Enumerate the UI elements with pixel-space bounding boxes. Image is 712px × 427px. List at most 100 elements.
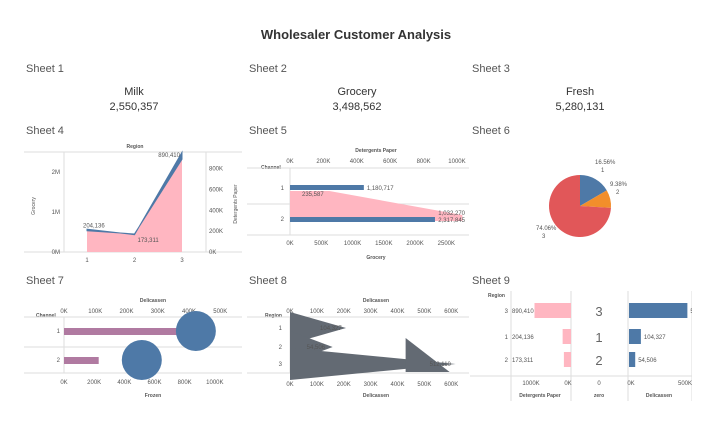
sheet-8-region-header: Region	[265, 313, 282, 319]
sheet-4-detergents-area	[86, 150, 183, 236]
sheet-7-top-tick: 400K	[182, 309, 196, 315]
sheet-7-top-tick: 500K	[213, 309, 227, 315]
sheet-5-row-label: 2	[281, 217, 285, 223]
sheet-5-top-tick: 800K	[417, 159, 431, 165]
sheet-8-top-tick: 400K	[390, 309, 404, 315]
sheet-8-delicassen-triangle	[290, 312, 347, 344]
kpi-milk-name: Milk	[124, 86, 144, 98]
sheet-9-region-header: Region	[488, 293, 505, 299]
sheet-1-label: Sheet 1	[26, 63, 64, 75]
sheet-9-delicassen-label: 54,506	[638, 358, 657, 364]
sheet-7-x-axis-label: Frozen	[145, 393, 161, 399]
sheet-7-bottom-tick: 0K	[60, 380, 67, 386]
sheet-9-delicassen-tick: 0K	[627, 381, 634, 387]
sheet-8-delicassen-triangle	[290, 348, 456, 380]
sheet-4-right-axis-label: Detergents Paper	[233, 184, 239, 224]
sheet-4-left-tick: 1M	[52, 210, 60, 216]
sheet-5-grocery-bar	[290, 185, 364, 190]
sheet-8-bottom-tick: 500K	[417, 382, 431, 388]
sheet-7-frozen-bar	[64, 357, 99, 364]
sheet-4-right-tick: 600K	[209, 188, 223, 194]
sheet-3-label: Sheet 3	[472, 63, 510, 75]
sheet-8-bottom-tick: 400K	[390, 382, 404, 388]
sheet-4-x-tick: 3	[180, 258, 184, 264]
sheet-8-title: Delicassen	[363, 298, 389, 304]
sheet-4-data-label: 173,311	[138, 238, 160, 244]
sheet-7-title: Delicassen	[140, 298, 166, 304]
sheet-9-delicassen-header: Delicassen	[646, 393, 672, 399]
sheet-9-detergents-header: Detergents Paper	[519, 393, 560, 399]
sheet-9-detergents-tick: 0K	[564, 381, 571, 387]
sheet-4-title: Region	[127, 144, 144, 150]
sheet-5-data-label: 2,317,845	[438, 218, 465, 224]
sheet-5-top-tick: 0K	[286, 159, 293, 165]
sheet-4-left-tick: 2M	[52, 170, 60, 176]
sheet-9-zero-value: 2	[595, 353, 602, 368]
sheet-6-slice-label: 1	[601, 168, 605, 174]
sheet-5-top-tick: 1000K	[448, 159, 465, 165]
sheet-8-data-label: 512,110	[430, 362, 452, 368]
sheet-5-bottom-tick: 500K	[314, 241, 328, 247]
sheet-8-bottom-tick: 100K	[310, 382, 324, 388]
sheet-6-percent-label: 16.56%	[595, 160, 616, 166]
sheet-9-detergents-label: 204,136	[512, 335, 534, 341]
kpi-fresh: Fresh 5,280,131	[470, 86, 690, 113]
sheet-8-row-label: 1	[279, 326, 283, 332]
sheet-4-label: Sheet 4	[26, 125, 64, 137]
sheet-9-delicassen-label: 512,110	[690, 309, 692, 315]
sheet-6-slice	[580, 175, 607, 206]
sheet-7-chart: Delicassen Channel Frozen 0K 100K 200K 300K 400…	[24, 298, 242, 399]
sheet-8-data-label: 54,506	[307, 345, 326, 351]
sheet-9-row-label: 2	[505, 358, 509, 364]
sheet-8-bottom-tick: 0K	[286, 382, 293, 388]
sheet-5-data-label: 1,032,270	[438, 211, 465, 217]
sheet-9-detergents-label: 173,311	[512, 358, 534, 364]
sheet-5-detergents-area	[290, 191, 463, 221]
sheet-6-chart: 16.56% 1 9.38% 2 74.06% 3	[536, 160, 628, 240]
sheet-8-top-tick: 300K	[364, 309, 378, 315]
sheet-9-delicassen-label: 104,327	[644, 335, 666, 341]
sheet-4-right-tick: 0K	[209, 250, 216, 256]
sheet-5-bottom-tick: 0K	[286, 241, 293, 247]
sheet-4-grocery-area	[87, 152, 182, 252]
sheet-7-top-tick: 200K	[119, 309, 133, 315]
sheet-5-title: Detergents Paper	[355, 148, 396, 154]
sheet-9-detergents-bar	[563, 352, 571, 367]
sheet-9-delicassen-bar	[629, 352, 636, 367]
sheet-9-delicassen-tick: 500K	[678, 381, 692, 387]
kpi-grocery-name: Grocery	[337, 86, 377, 98]
sheet-7-top-tick: 0K	[60, 309, 67, 315]
sheet-4-chart: Region 1 2 3 0M 1M 2M 0K 200K 400K 600K 800K Grocery…	[24, 144, 242, 264]
sheet-7-row-label: 2	[57, 358, 61, 364]
sheet-4-right-tick: 800K	[209, 167, 223, 173]
sheet-4-left-axis-label: Grocery	[31, 197, 37, 215]
sheet-9-delicassen-bar	[629, 329, 641, 344]
sheet-4-left-tick: 0M	[52, 250, 60, 256]
kpi-fresh-name: Fresh	[565, 86, 595, 98]
sheet-8-label: Sheet 8	[249, 275, 287, 287]
sheet-8-top-tick: 500K	[417, 309, 431, 315]
sheet-7-bottom-tick: 800K	[178, 380, 192, 386]
sheet-9-zero-value: 1	[595, 330, 602, 345]
sheet-4-data-label: 204,136	[83, 224, 105, 230]
sheet-4-x-tick: 2	[133, 258, 137, 264]
kpi-milk: Milk 2,550,357	[24, 86, 244, 113]
sheet-9-zero-tick: 0	[597, 381, 601, 387]
sheet-9-row-label: 1	[505, 335, 509, 341]
sheet-7-bottom-tick: 200K	[87, 380, 101, 386]
sheet-4-data-label: 890,410	[158, 153, 180, 159]
sheet-5-bottom-tick: 2500K	[438, 241, 455, 247]
sheet-8-top-tick: 100K	[310, 309, 324, 315]
sheet-9-detergents-tick: 1000K	[522, 381, 539, 387]
sheet-9-detergents-bar	[534, 303, 571, 318]
sheet-5-x-axis-label: Grocery	[366, 255, 385, 261]
kpi-milk-value: 2,550,357	[109, 101, 159, 113]
sheet-7-label: Sheet 7	[26, 275, 64, 287]
sheet-9-delicassen-bar	[629, 303, 688, 318]
sheet-7-bottom-tick: 1000K	[206, 380, 223, 386]
sheet-8-bottom-tick: 300K	[364, 382, 378, 388]
sheet-8-bottom-tick: 600K	[444, 382, 458, 388]
dashboard-title: Wholesaler Customer Analysis	[260, 27, 452, 42]
sheet-7-top-tick: 300K	[151, 309, 165, 315]
